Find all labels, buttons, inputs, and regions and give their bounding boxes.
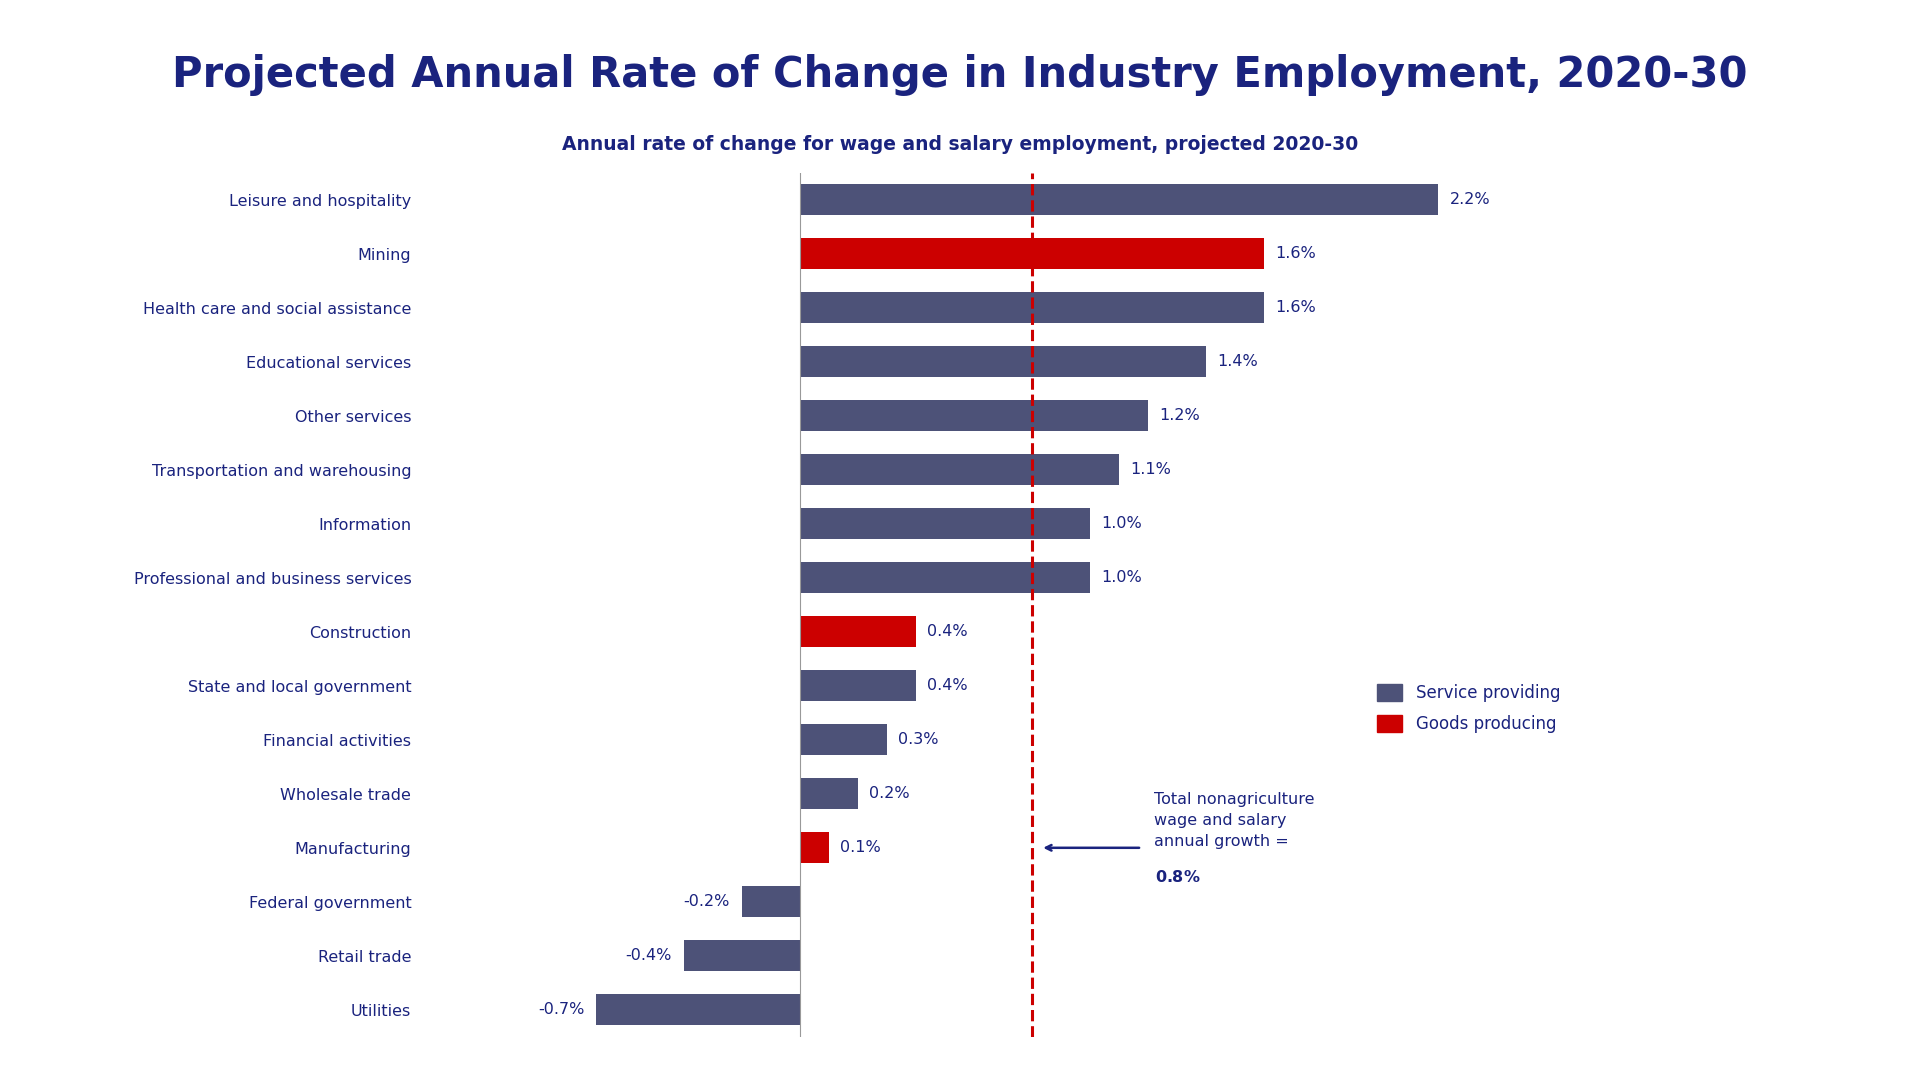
Bar [799,239,1263,270]
Text: 1.0%: 1.0% [1102,570,1142,585]
Bar [799,293,1263,324]
Legend: Service providing, Goods producing: Service providing, Goods producing [1371,677,1567,740]
Bar [799,401,1148,432]
Text: 1.4%: 1.4% [1217,354,1258,369]
Bar [799,455,1119,486]
Text: 0.4%: 0.4% [927,678,968,693]
Text: 1.0%: 1.0% [1102,516,1142,531]
Text: 1.6%: 1.6% [1275,246,1315,261]
Text: 0.1%: 0.1% [841,840,881,855]
Text: -0.2%: -0.2% [684,894,730,909]
Text: $\bf{0.8\%}$: $\bf{0.8\%}$ [1156,869,1200,886]
Text: 1.2%: 1.2% [1160,408,1200,423]
Text: 1.6%: 1.6% [1275,300,1315,315]
Text: 0.4%: 0.4% [927,624,968,639]
Text: -0.7%: -0.7% [538,1002,586,1017]
Bar [741,886,799,917]
Text: 0.3%: 0.3% [899,732,939,747]
Text: -0.4%: -0.4% [626,948,672,963]
Bar [799,185,1438,216]
Bar [597,994,799,1026]
Text: 0.2%: 0.2% [870,786,910,801]
Bar [799,670,916,702]
Bar [799,832,829,864]
Text: 2.2%: 2.2% [1450,192,1490,207]
Text: Projected Annual Rate of Change in Industry Employment, 2020-30: Projected Annual Rate of Change in Indus… [173,54,1747,96]
Bar [684,940,799,972]
Bar [799,725,887,756]
Bar [799,563,1091,594]
Bar [799,778,858,810]
Text: Annual rate of change for wage and salary employment, projected 2020-30: Annual rate of change for wage and salar… [563,135,1357,154]
Bar [799,347,1206,378]
Text: 1.1%: 1.1% [1131,462,1171,477]
Bar [799,616,916,647]
Bar [799,509,1091,540]
Text: Total nonagriculture
wage and salary
annual growth =: Total nonagriculture wage and salary ann… [1154,793,1313,849]
